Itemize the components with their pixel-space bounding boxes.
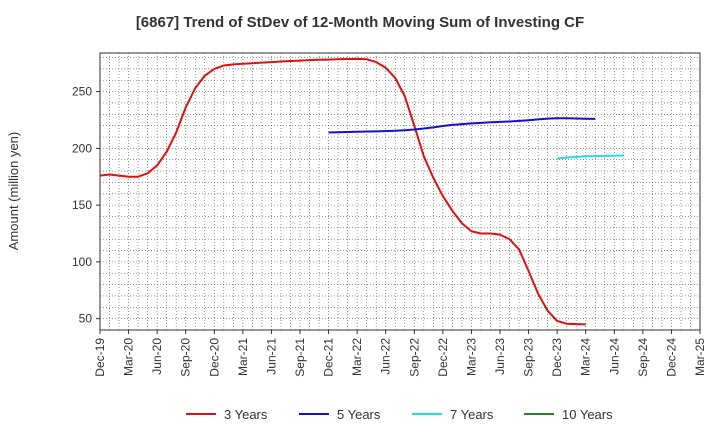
x-tick-label: Sep-23	[522, 338, 536, 377]
x-tick-label: Sep-21	[293, 338, 307, 377]
x-tick-label: Mar-21	[236, 338, 250, 376]
x-tick-label: Jun-20	[150, 338, 164, 375]
y-tick-label: 150	[72, 198, 92, 212]
chart-title: [6867] Trend of StDev of 12-Month Moving…	[136, 14, 584, 31]
legend-label: 10 Years	[562, 407, 613, 422]
y-axis-label: Amount (million yen)	[6, 132, 21, 251]
grid	[100, 53, 700, 330]
x-tick-label: Dec-20	[207, 338, 221, 377]
x-tick-label: Dec-24	[664, 338, 678, 377]
y-tick-label: 250	[72, 85, 92, 99]
y-tick-label: 100	[72, 255, 92, 269]
series-line-5-years	[328, 117, 596, 134]
x-tick-label: Dec-22	[436, 338, 450, 377]
x-tick-label: Mar-24	[579, 338, 593, 376]
plot-frame	[99, 52, 701, 331]
x-tick-label: Sep-20	[179, 338, 193, 377]
y-ticks: 50 100 150 200 250	[72, 85, 100, 326]
x-tick-label: Mar-22	[350, 338, 364, 376]
x-tick-label: Mar-23	[464, 338, 478, 376]
x-tick-label: Dec-19	[93, 338, 107, 377]
series-layer	[99, 57, 624, 326]
x-tick-label: Jun-23	[493, 338, 507, 375]
x-tick-label: Mar-20	[122, 338, 136, 376]
x-tick-label: Jun-24	[607, 338, 621, 375]
x-ticks: Dec-19 Mar-20 Jun-20 Sep-20 Dec-20 Mar-21 Jun-…	[93, 330, 707, 377]
x-tick-label: Sep-24	[636, 338, 650, 377]
x-tick-label: Mar-25	[693, 338, 707, 376]
series-line-7-years	[557, 154, 624, 160]
x-tick-label: Dec-21	[322, 338, 336, 377]
legend-label: 3 Years	[224, 407, 268, 422]
legend: 3 Years 5 Years 7 Years 10 Years	[186, 407, 613, 422]
legend-label: 5 Years	[337, 407, 381, 422]
series-line-3-years	[99, 57, 586, 326]
y-tick-label: 200	[72, 141, 92, 155]
x-tick-label: Sep-22	[407, 338, 421, 377]
x-tick-label: Dec-23	[550, 338, 564, 377]
legend-label: 7 Years	[450, 407, 494, 422]
y-tick-label: 50	[79, 312, 93, 326]
x-tick-label: Jun-21	[264, 338, 278, 375]
plot-area	[100, 53, 700, 330]
x-tick-label: Jun-22	[379, 338, 393, 375]
